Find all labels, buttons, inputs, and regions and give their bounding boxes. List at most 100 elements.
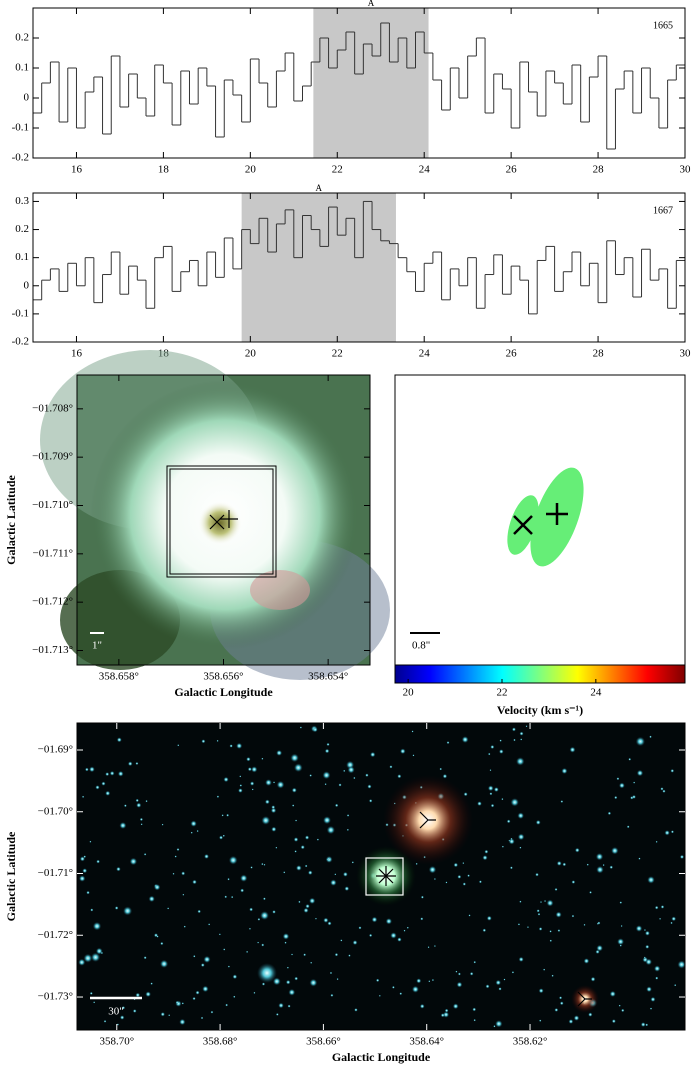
- star: [195, 990, 200, 995]
- star: [81, 795, 85, 798]
- star: [228, 855, 238, 865]
- star: [179, 1018, 186, 1026]
- star: [420, 917, 424, 921]
- star: [518, 956, 524, 962]
- star: [516, 757, 525, 766]
- star: [233, 995, 236, 998]
- star: [640, 1022, 646, 1027]
- y-tick-label: 0: [24, 92, 30, 104]
- star: [116, 866, 121, 872]
- y-tick-label: 0.3: [15, 195, 29, 207]
- star: [431, 978, 435, 982]
- star: [145, 991, 151, 997]
- star: [375, 978, 380, 983]
- aperture-box: [365, 857, 404, 896]
- shaded-region: [241, 193, 396, 342]
- x-tick-label: 26: [506, 164, 518, 176]
- star: [93, 1001, 96, 1004]
- star: [78, 958, 86, 966]
- star: [250, 866, 253, 869]
- star: [304, 864, 308, 868]
- star: [276, 780, 285, 789]
- star: [326, 742, 330, 747]
- star: [293, 837, 299, 842]
- star: [260, 911, 270, 920]
- star: [271, 805, 276, 810]
- star: [389, 765, 393, 769]
- star: [650, 996, 656, 1002]
- star: [560, 800, 564, 803]
- star: [309, 897, 316, 904]
- star: [183, 925, 186, 928]
- star: [501, 797, 504, 801]
- star: [677, 960, 686, 969]
- scale-label: 0.8": [412, 640, 430, 652]
- star: [95, 785, 100, 790]
- aperture-box: [166, 465, 277, 578]
- star: [644, 930, 650, 936]
- star: [143, 956, 147, 960]
- star: [358, 926, 362, 930]
- star: [573, 1015, 580, 1021]
- star: [288, 988, 296, 996]
- star: [352, 940, 358, 945]
- star: [181, 1002, 184, 1005]
- x-axis-label: Galactic Longitude: [174, 685, 273, 699]
- plus-marker: [220, 510, 238, 528]
- star: [589, 890, 592, 894]
- star: [303, 953, 307, 957]
- star: [619, 901, 623, 904]
- star: [510, 837, 513, 841]
- star: [257, 917, 261, 921]
- star: [275, 1013, 279, 1016]
- star: [261, 943, 265, 947]
- star: [354, 1008, 358, 1012]
- star: [223, 776, 229, 783]
- star: [538, 927, 543, 931]
- star: [101, 781, 106, 786]
- star: [473, 1018, 476, 1022]
- star: [519, 900, 522, 903]
- star: [190, 820, 197, 827]
- star: [326, 825, 336, 835]
- y-tick-label: −01.712°: [32, 596, 73, 608]
- star: [303, 907, 309, 913]
- star: [167, 907, 170, 910]
- star: [554, 1008, 559, 1012]
- star: [558, 996, 563, 1000]
- star: [611, 1019, 616, 1024]
- star: [596, 865, 604, 874]
- star: [590, 976, 596, 982]
- star: [261, 816, 271, 825]
- star: [342, 871, 348, 877]
- star: [304, 835, 310, 840]
- star: [262, 897, 266, 901]
- star: [412, 754, 415, 757]
- star: [294, 976, 299, 981]
- y-tick-label: -0.1: [12, 122, 29, 134]
- star: [549, 939, 553, 942]
- star: [385, 918, 393, 925]
- y-tick-label: −01.711°: [33, 547, 73, 559]
- star: [646, 986, 652, 993]
- y-tick-label: −01.709°: [32, 451, 73, 463]
- colorbar-tick-label: 20: [403, 687, 415, 699]
- x-axis-label: Galactic Longitude: [332, 1050, 431, 1064]
- star: [473, 960, 477, 964]
- star: [227, 877, 230, 881]
- star: [218, 933, 221, 936]
- star: [135, 992, 141, 998]
- star: [251, 766, 258, 773]
- star: [285, 979, 291, 985]
- star: [670, 921, 673, 925]
- star: [568, 1019, 574, 1024]
- star: [571, 880, 576, 884]
- star: [129, 857, 138, 866]
- star: [190, 831, 193, 834]
- star: [348, 954, 351, 957]
- star: [249, 781, 255, 786]
- y-tick-label: 0.2: [15, 32, 29, 44]
- scale-label: 30": [108, 1006, 124, 1018]
- y-tick-label: −01.708°: [32, 402, 73, 414]
- star: [294, 819, 298, 822]
